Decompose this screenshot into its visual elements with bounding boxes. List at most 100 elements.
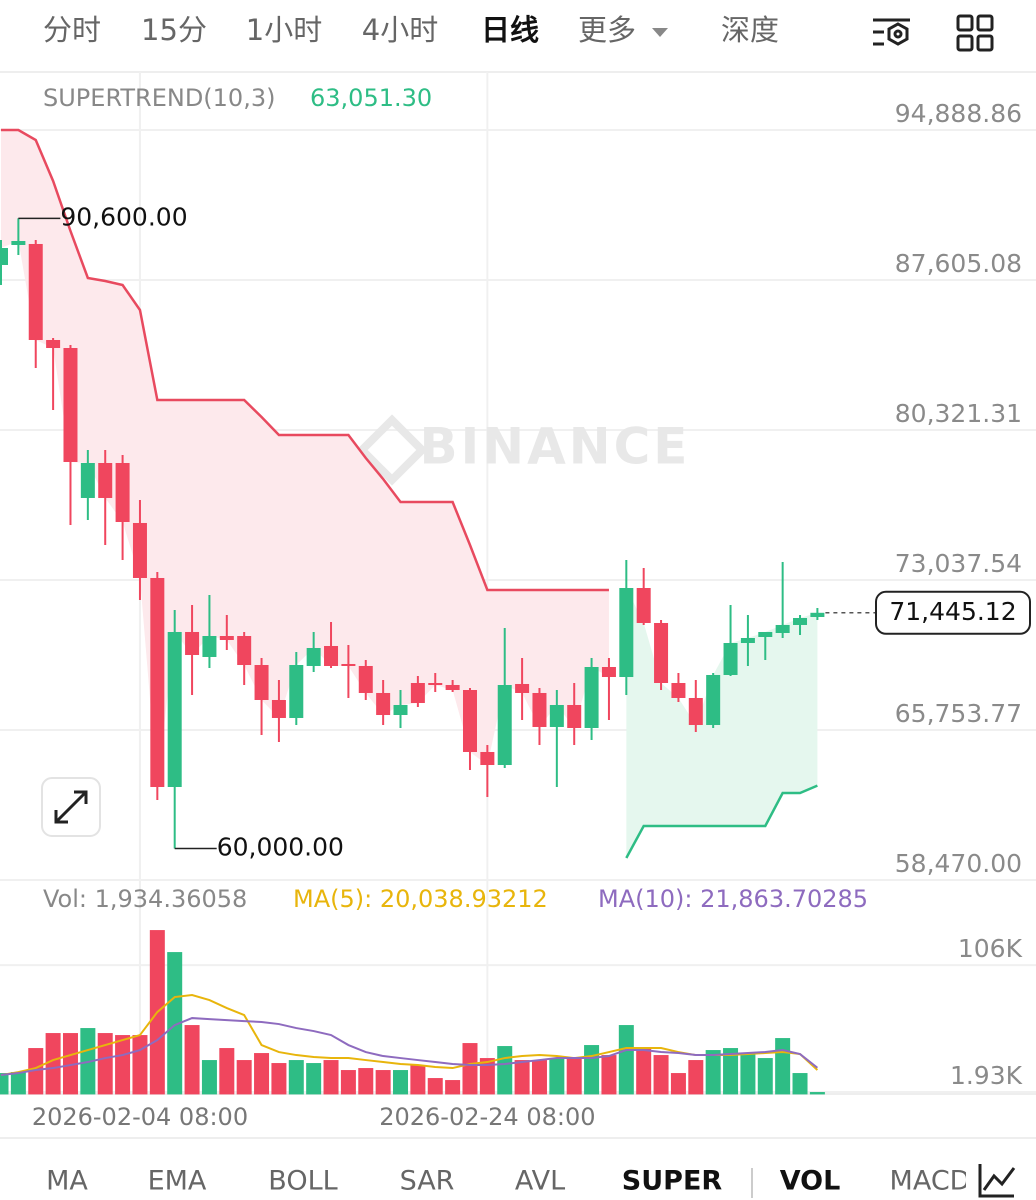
- indicator-tab[interactable]: SUPER: [622, 1166, 723, 1197]
- indicator-tab[interactable]: MA: [46, 1166, 88, 1197]
- candle-body: [462, 690, 477, 752]
- candle-body: [549, 704, 564, 727]
- y-tick-label: 65,753.77: [895, 699, 1022, 728]
- layout-icon[interactable]: [956, 14, 994, 52]
- candle-body: [341, 663, 356, 666]
- candle-body: [289, 665, 304, 718]
- candle-body: [515, 683, 530, 693]
- volume-bar: [0, 1073, 9, 1095]
- volume-bar: [10, 1072, 26, 1095]
- timeframe-tab[interactable]: 分时: [43, 13, 101, 47]
- volume-bar: [410, 1065, 426, 1095]
- candle-body: [584, 666, 599, 728]
- volume-bar: [549, 1058, 565, 1095]
- indicator-tab[interactable]: VOL: [780, 1166, 841, 1197]
- volume-bar: [740, 1053, 756, 1095]
- indicator-tab[interactable]: MACD: [890, 1166, 971, 1197]
- extreme-label: 60,000.00: [217, 832, 344, 861]
- volume-bar: [219, 1048, 235, 1095]
- volume-bar: [201, 1060, 217, 1095]
- volume-bar: [809, 1092, 825, 1095]
- candle-body: [723, 643, 738, 675]
- timeframe-tab[interactable]: 日线: [481, 13, 539, 47]
- indicator-tab[interactable]: AVL: [515, 1166, 565, 1197]
- expand-icon: [54, 790, 88, 824]
- candle-body: [410, 683, 425, 703]
- candle-body: [46, 339, 61, 349]
- candle-body: [671, 683, 686, 698]
- ma-line: [0, 1017, 819, 1077]
- candle-body: [219, 636, 234, 641]
- chart-settings-icon[interactable]: [978, 1164, 1016, 1198]
- volume-bar: [670, 1073, 686, 1095]
- volume-bar: [132, 1035, 148, 1095]
- candle-body: [254, 665, 269, 700]
- candle-body: [706, 674, 721, 725]
- volume-bar: [375, 1070, 391, 1095]
- timeframe-tab[interactable]: 深度: [721, 13, 779, 47]
- volume-bar: [167, 952, 183, 1095]
- volume-bar: [271, 1063, 287, 1095]
- supertrend-line: [625, 784, 818, 859]
- volume-bar: [497, 1046, 513, 1095]
- candle-body: [654, 622, 669, 684]
- candle-body: [202, 636, 217, 657]
- candle-body: [306, 647, 321, 666]
- indicator-value: 63,051.30: [310, 84, 432, 112]
- indicator-tabs: MA EMA BOLL SAR AVL SUPER VOL MACD: [46, 1166, 970, 1197]
- indicator-tab[interactable]: SAR: [400, 1166, 455, 1197]
- candle-body: [271, 699, 286, 718]
- candle-body: [636, 588, 651, 623]
- volume-bar: [636, 1048, 652, 1095]
- y-tick-label: 58,470.00: [895, 849, 1022, 878]
- volume-bar: [115, 1035, 131, 1095]
- toolbar-icon[interactable]: [873, 18, 910, 46]
- volume-bar: [531, 1060, 547, 1095]
- timeframe-tab[interactable]: 更多: [578, 13, 636, 47]
- candle-body: [358, 665, 373, 693]
- volume-bar: [97, 1033, 113, 1095]
- indicator-tab[interactable]: EMA: [148, 1166, 207, 1197]
- y-tick-label: 106K: [958, 934, 1023, 963]
- volume-bar: [393, 1070, 409, 1095]
- legend-entry: MA(5): 20,038.93212: [293, 885, 548, 913]
- volume-bar: [445, 1080, 461, 1095]
- y-tick-label: 1.93K: [950, 1061, 1023, 1090]
- volume-bar: [427, 1078, 443, 1095]
- volume-bar: [601, 1055, 617, 1095]
- volume-bar: [462, 1043, 478, 1095]
- x-tick-label: 2026-02-24 08:00: [379, 1103, 595, 1131]
- candle-body: [376, 692, 391, 716]
- volume-label: Vol: 1,934.36058: [43, 885, 247, 913]
- volume-bar: [757, 1058, 773, 1095]
- watermark-logo: [356, 414, 428, 486]
- candle-body: [497, 684, 512, 766]
- volume-bar: [306, 1063, 322, 1095]
- volume-bar: [254, 1053, 270, 1095]
- indicator-tab[interactable]: BOLL: [268, 1166, 337, 1197]
- candle-body: [601, 666, 616, 678]
- timeframe-tab[interactable]: 1小时: [246, 13, 322, 47]
- candle-body: [532, 692, 547, 727]
- y-tick-label: 94,888.86: [895, 99, 1022, 128]
- candle-body: [758, 631, 773, 637]
- candle-body: [150, 577, 165, 787]
- icon-backdrop: [966, 1142, 1036, 1200]
- volume-bar: [653, 1055, 669, 1095]
- volume-bar: [288, 1060, 304, 1095]
- candle-body: [115, 462, 130, 522]
- volume-bar: [723, 1048, 739, 1095]
- candle-body: [480, 751, 495, 766]
- candle-body: [167, 631, 182, 787]
- candle-body: [445, 684, 460, 691]
- timeframe-tab[interactable]: 4小时: [362, 13, 438, 47]
- candle-body: [793, 618, 808, 625]
- volume-bar: [479, 1058, 495, 1095]
- candle-body: [393, 704, 408, 716]
- volume-bar: [792, 1073, 808, 1095]
- candle-body: [740, 638, 755, 644]
- candle-body: [0, 247, 8, 265]
- y-tick-label: 87,605.08: [895, 249, 1022, 278]
- timeframe-tab[interactable]: 15分: [141, 13, 207, 47]
